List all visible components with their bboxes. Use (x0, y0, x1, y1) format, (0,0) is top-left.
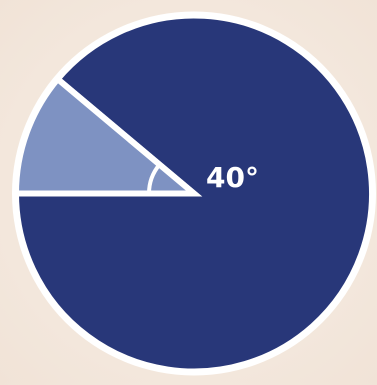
angle-annotation: 40° (206, 161, 259, 194)
angle-arc (147, 163, 162, 194)
slices-layer (12, 11, 376, 376)
pie-slice-major (12, 12, 375, 375)
pie-slice-minor (12, 74, 203, 197)
